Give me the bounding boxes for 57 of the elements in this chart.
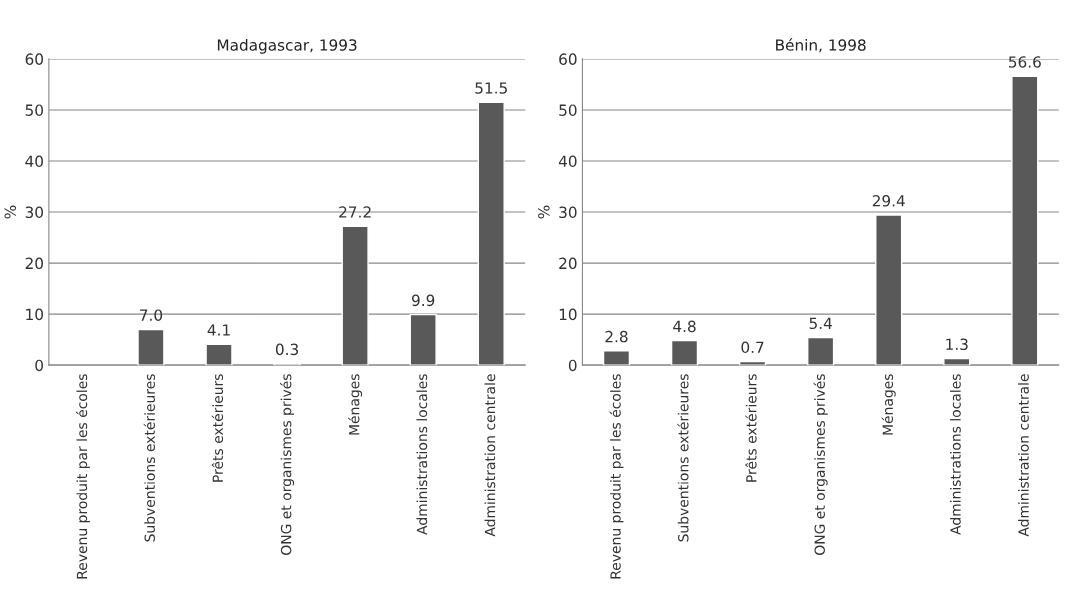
y-tick-label: 50 <box>25 104 43 116</box>
data-label: 1.3 <box>946 338 968 351</box>
x-tick-label: Ménages <box>881 374 896 435</box>
x-tick-label: Administration centrale <box>1018 374 1029 537</box>
x-tick-label: Ménages <box>348 374 363 435</box>
y-tick-label: 40 <box>25 155 43 168</box>
y-tick-label: 10 <box>26 308 43 321</box>
y-tick-label: 50 <box>559 104 577 116</box>
y-tick-label: 60 <box>25 53 43 65</box>
bar <box>1011 75 1039 366</box>
y-tick-label: 30 <box>25 206 43 219</box>
bar <box>477 101 505 366</box>
data-label: 7.0 <box>140 309 163 321</box>
chart-title: Madagascar, 1993 <box>217 38 357 54</box>
data-label: 4.8 <box>673 320 696 333</box>
bar <box>943 357 971 366</box>
x-tick-label: ONG et organismes privés <box>280 374 295 555</box>
y-tick-label: 0 <box>35 359 43 372</box>
bar <box>205 343 233 366</box>
x-tick-label: Administrations locales <box>416 374 428 535</box>
data-label: 9.9 <box>412 294 435 307</box>
x-tick-label: ONG et organismes privés <box>813 374 828 555</box>
x-tick-label: Subventions extérieures <box>677 374 689 542</box>
x-tick-label: Revenu produit par les écoles <box>609 374 624 579</box>
data-label: 29.4 <box>872 195 905 207</box>
y-tick-label: 40 <box>558 155 577 168</box>
y-tick-label: 10 <box>559 308 577 321</box>
y-tick-label: 60 <box>559 53 577 65</box>
x-tick-label: Prêts extérieurs <box>211 374 224 482</box>
bar <box>875 214 903 366</box>
y-axis-title: % <box>538 205 550 219</box>
data-label: 0.7 <box>741 341 764 354</box>
data-label: 51.5 <box>475 82 507 94</box>
data-label: 56.6 <box>1008 56 1041 68</box>
x-tick-label: Administrations locales <box>950 374 961 535</box>
bar <box>807 336 835 366</box>
data-label: 0.3 <box>275 343 298 356</box>
x-tick-label: Prêts extérieurs <box>745 374 757 482</box>
bar <box>670 339 699 366</box>
bar <box>738 360 767 366</box>
chart-title: Bénin, 1998 <box>776 38 866 53</box>
y-tick-label: 30 <box>559 206 577 219</box>
y-tick-label: 20 <box>559 257 577 270</box>
bar <box>341 225 369 366</box>
x-tick-label: Subventions extérieures <box>143 374 155 542</box>
x-tick-label: Revenu produit par les écoles <box>75 374 90 579</box>
bar <box>602 350 631 366</box>
y-axis-title: % <box>4 205 17 219</box>
data-label: 5.4 <box>809 317 832 330</box>
x-tick-label: Administration centrale <box>484 374 496 537</box>
bar <box>409 313 437 366</box>
data-label: 27.2 <box>339 206 371 218</box>
bar <box>137 328 165 366</box>
data-label: 2.8 <box>605 330 628 343</box>
y-tick-label: 0 <box>568 359 577 372</box>
data-label: 4.1 <box>207 324 230 336</box>
y-tick-label: 20 <box>25 257 43 270</box>
